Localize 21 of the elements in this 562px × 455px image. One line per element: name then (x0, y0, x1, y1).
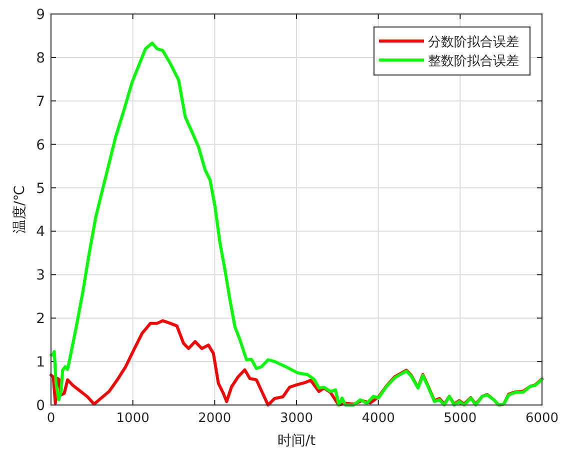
x-tick-label: 6000 (525, 411, 559, 426)
legend-label: 整数阶拟合误差 (428, 54, 519, 69)
x-tick-label: 0 (46, 411, 56, 426)
y-tick-label: 5 (36, 180, 45, 197)
y-axis-title: 温度/℃ (12, 185, 28, 234)
y-tick-label: 8 (36, 50, 45, 66)
y-tick-label: 3 (36, 268, 45, 284)
x-tick-label: 2000 (198, 411, 232, 426)
y-tick-label: 7 (36, 94, 45, 110)
x-tick-label: 4000 (362, 411, 395, 426)
y-tick-label: 6 (36, 137, 46, 154)
y-tick-label: 0 (36, 398, 45, 414)
x-tick-label: 1000 (116, 411, 150, 426)
y-tick-label: 4 (36, 224, 46, 240)
y-tick-label: 9 (36, 7, 45, 23)
y-tick-label: 1 (36, 354, 45, 371)
x-tick-label: 3000 (280, 411, 314, 426)
legend-label: 分数阶拟合误差 (428, 35, 519, 50)
x-tick-label: 5000 (444, 411, 477, 426)
x-axis-title: 时间/t (277, 433, 316, 449)
y-tick-label: 2 (36, 311, 45, 328)
